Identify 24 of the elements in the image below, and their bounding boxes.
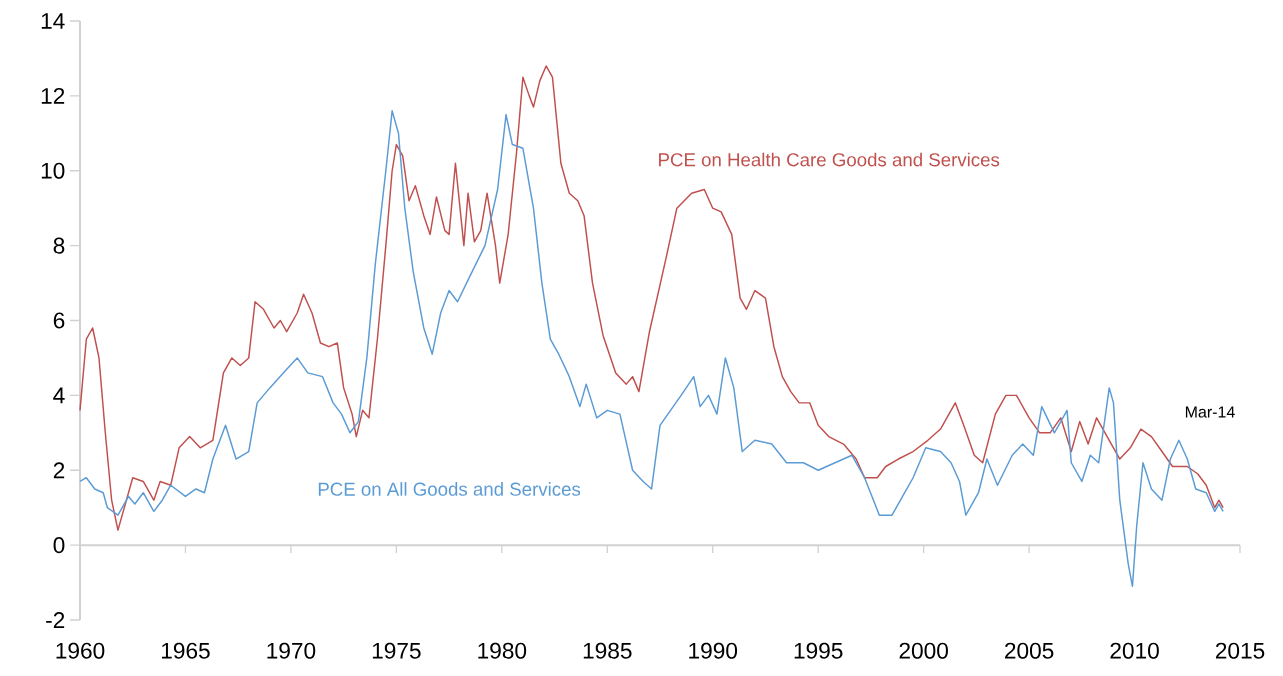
x-tick-label: 1970	[267, 642, 316, 659]
x-tick-label: 1980	[478, 642, 527, 659]
x-tick-label: 2015	[1215, 642, 1265, 659]
y-tick-label: -2	[46, 612, 65, 628]
y-tick-label: 0	[53, 537, 65, 554]
x-tick-label: 1990	[689, 642, 738, 659]
y-tick-label: 2	[53, 462, 65, 479]
x-tick-label: 2000	[899, 642, 948, 659]
y-tick-label: 14	[41, 13, 65, 29]
y-tick-label: 10	[41, 162, 65, 179]
y-tick-label: 8	[53, 237, 65, 254]
y-tick-label: 12	[41, 87, 65, 104]
x-tick-label: 1965	[161, 642, 210, 659]
text: PCE on All Goods and Services	[318, 482, 581, 496]
x-tick-label: 1995	[794, 642, 843, 659]
x-tick-label: 1985	[583, 642, 632, 659]
y-tick-label: 4	[53, 387, 65, 404]
x-tick-label: 2010	[1110, 642, 1159, 659]
annotation: Mar-14	[1185, 406, 1235, 418]
x-tick-label: 1960	[56, 642, 105, 659]
y-tick-label: 6	[53, 312, 65, 329]
x-tick-label: 1975	[372, 642, 421, 659]
text: PCE on Health Care Goods and Services	[659, 152, 1000, 167]
x-tick-label: 2005	[1005, 642, 1054, 659]
